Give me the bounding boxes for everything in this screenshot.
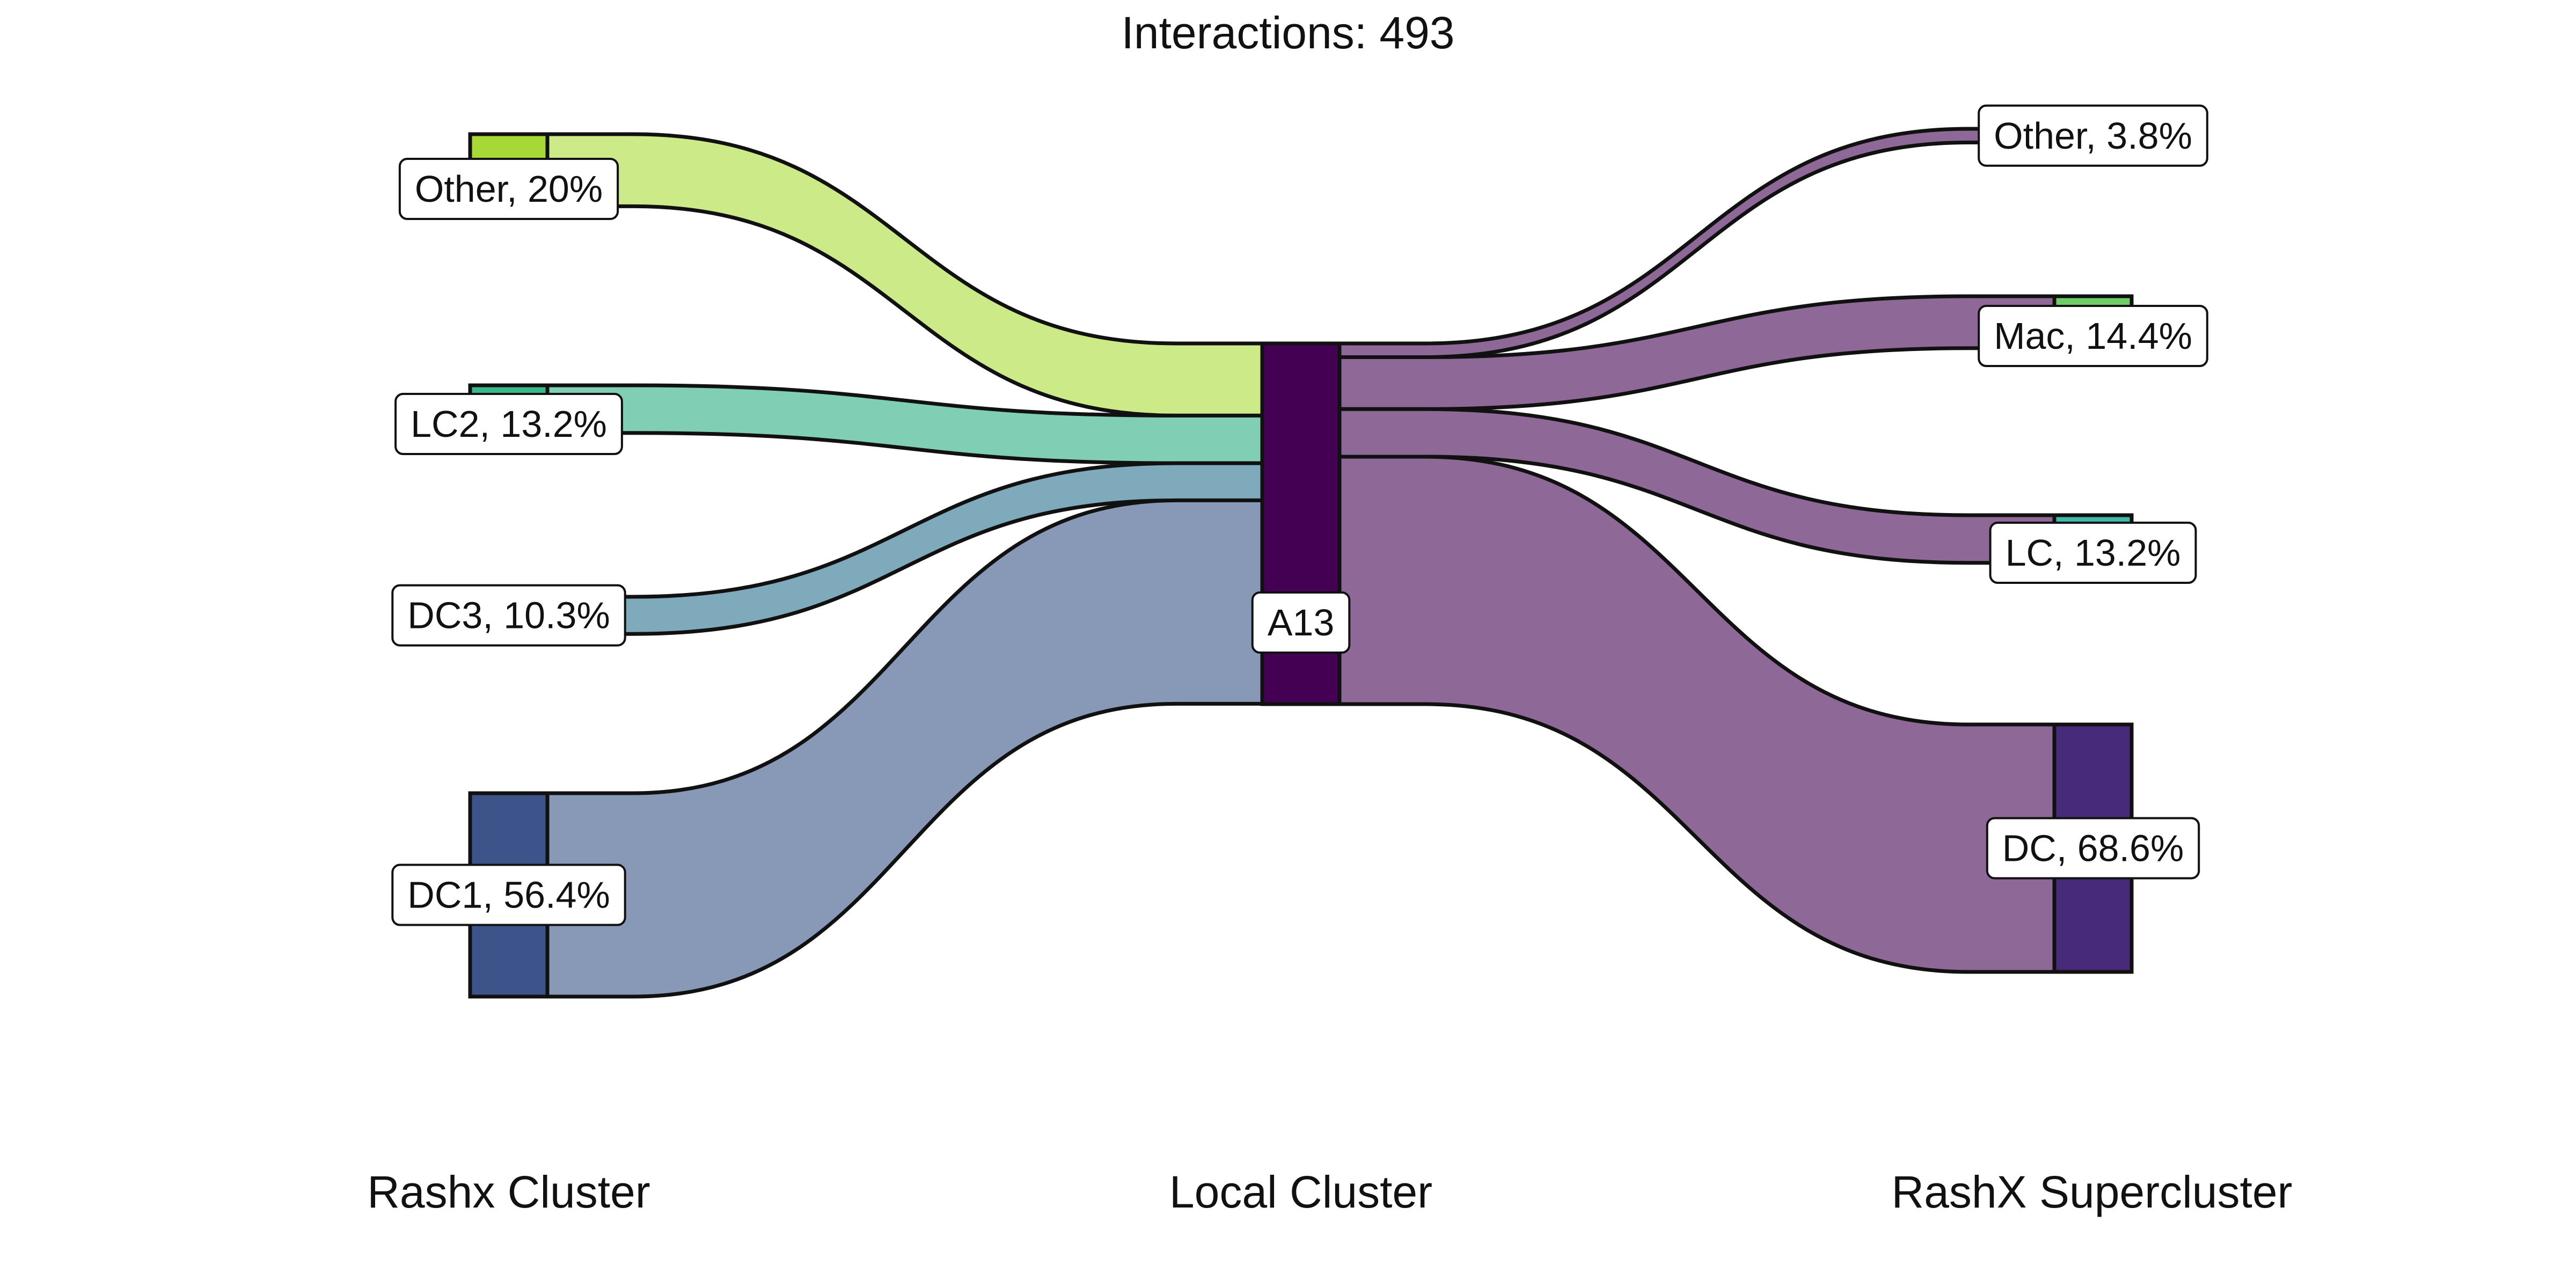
node-label-mid-a13: A13 <box>1251 591 1351 654</box>
node-label-box <box>1251 591 1351 654</box>
flow-left-dc1-to-mid-a13 <box>545 498 1264 999</box>
node-label-text: LC, 13.2% <box>2006 532 2181 574</box>
node-label-box <box>1986 817 2200 880</box>
column-labels-layer: Rashx Cluster Local Cluster RashX Superclu… <box>367 1167 2292 1217</box>
node-label-text: LC2, 13.2% <box>411 403 607 445</box>
node-label-text: A13 <box>1268 602 1335 643</box>
labels-layer: Other, 20% LC2, 13.2% DC3, 10.3% DC1, 56.4%… <box>391 104 2208 926</box>
node-label-right-lc: LC, 13.2% <box>1989 522 2197 584</box>
node-label-text: DC, 68.6% <box>2002 827 2184 869</box>
node-label-left-dc1: DC1, 56.4% <box>391 863 626 926</box>
flow-left-other-to-mid-a13 <box>545 132 1264 418</box>
node-label-box <box>391 863 626 926</box>
node-label-text: DC3, 10.3% <box>407 595 610 636</box>
node-label-text: DC1, 56.4% <box>407 874 610 916</box>
node-label-right-mac: Mac, 14.4% <box>1978 305 2208 367</box>
node-label-box <box>1989 522 2197 584</box>
node-label-box <box>1978 305 2208 367</box>
node-label-left-dc3: DC3, 10.3% <box>391 584 626 647</box>
chart-title: Interactions: 493 <box>1121 8 1454 58</box>
node-label-left-lc2: LC2, 13.2% <box>394 393 623 455</box>
column-label-1: Local Cluster <box>1169 1167 1432 1217</box>
node-label-text: Other, 20% <box>415 168 603 210</box>
node-label-text: Mac, 14.4% <box>1994 315 2192 357</box>
node-label-box <box>1978 104 2208 167</box>
column-label-2: RashX Supercluster <box>1891 1167 2292 1217</box>
node-label-left-other: Other, 20% <box>398 158 619 220</box>
node-label-right-dc: DC, 68.6% <box>1986 817 2200 880</box>
node-label-box <box>398 158 619 220</box>
node-label-text: Other, 3.8% <box>1994 115 2192 157</box>
column-label-0: Rashx Cluster <box>367 1167 650 1217</box>
flows-layer <box>545 127 2057 999</box>
node-label-box <box>391 584 626 647</box>
node-label-box <box>394 393 623 455</box>
node-label-right-other: Other, 3.8% <box>1978 104 2208 167</box>
